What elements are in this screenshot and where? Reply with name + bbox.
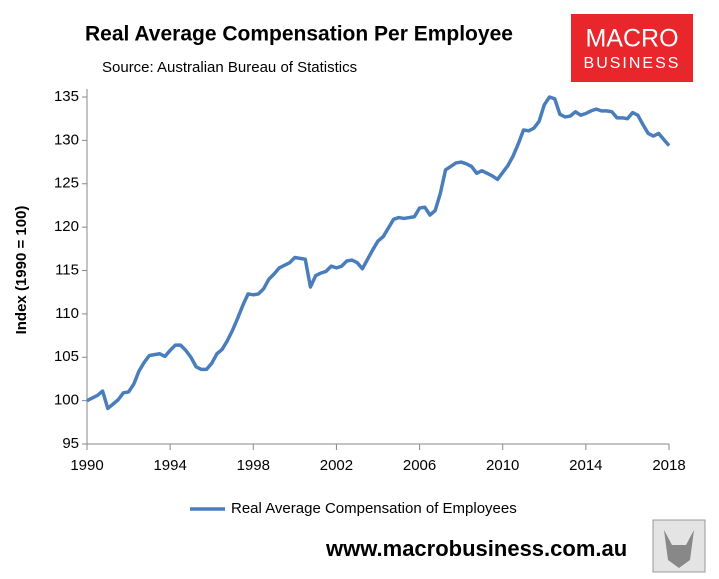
logo-box [571, 14, 693, 82]
y-tick-label: 105 [54, 348, 79, 365]
x-tick-label: 2002 [320, 457, 353, 474]
logo-bottom: BUSINESS [584, 55, 681, 72]
x-tick-label: 1998 [237, 457, 270, 474]
logo-top: MACRO [585, 25, 678, 53]
x-tick-label: 2010 [486, 457, 519, 474]
data-line [86, 95, 671, 411]
x-tick-label: 2006 [403, 457, 436, 474]
chart-subtitle: Source: Australian Bureau of Statistics [102, 59, 357, 76]
x-tick-label: 1994 [153, 457, 186, 474]
x-tick-label: 2018 [652, 457, 685, 474]
y-tick-label: 110 [55, 305, 79, 322]
chart-title: Real Average Compensation Per Employee [85, 23, 513, 46]
y-tick-label: 135 [54, 88, 79, 105]
y-tick-label: 130 [54, 131, 79, 148]
wolf-icon [664, 530, 694, 568]
x-tick-label: 2014 [569, 457, 602, 474]
y-tick-label: 120 [54, 218, 79, 235]
y-axis-label: Index (1990 = 100) [13, 206, 30, 335]
legend-label: Real Average Compensation of Employees [231, 500, 517, 517]
y-tick-label: 115 [55, 261, 79, 278]
x-tick-label: 1990 [70, 457, 103, 474]
website: www.macrobusiness.com.au [325, 536, 627, 561]
y-tick-label: 100 [54, 392, 79, 409]
y-tick-label: 125 [54, 175, 79, 192]
y-tick-label: 95 [62, 435, 79, 452]
